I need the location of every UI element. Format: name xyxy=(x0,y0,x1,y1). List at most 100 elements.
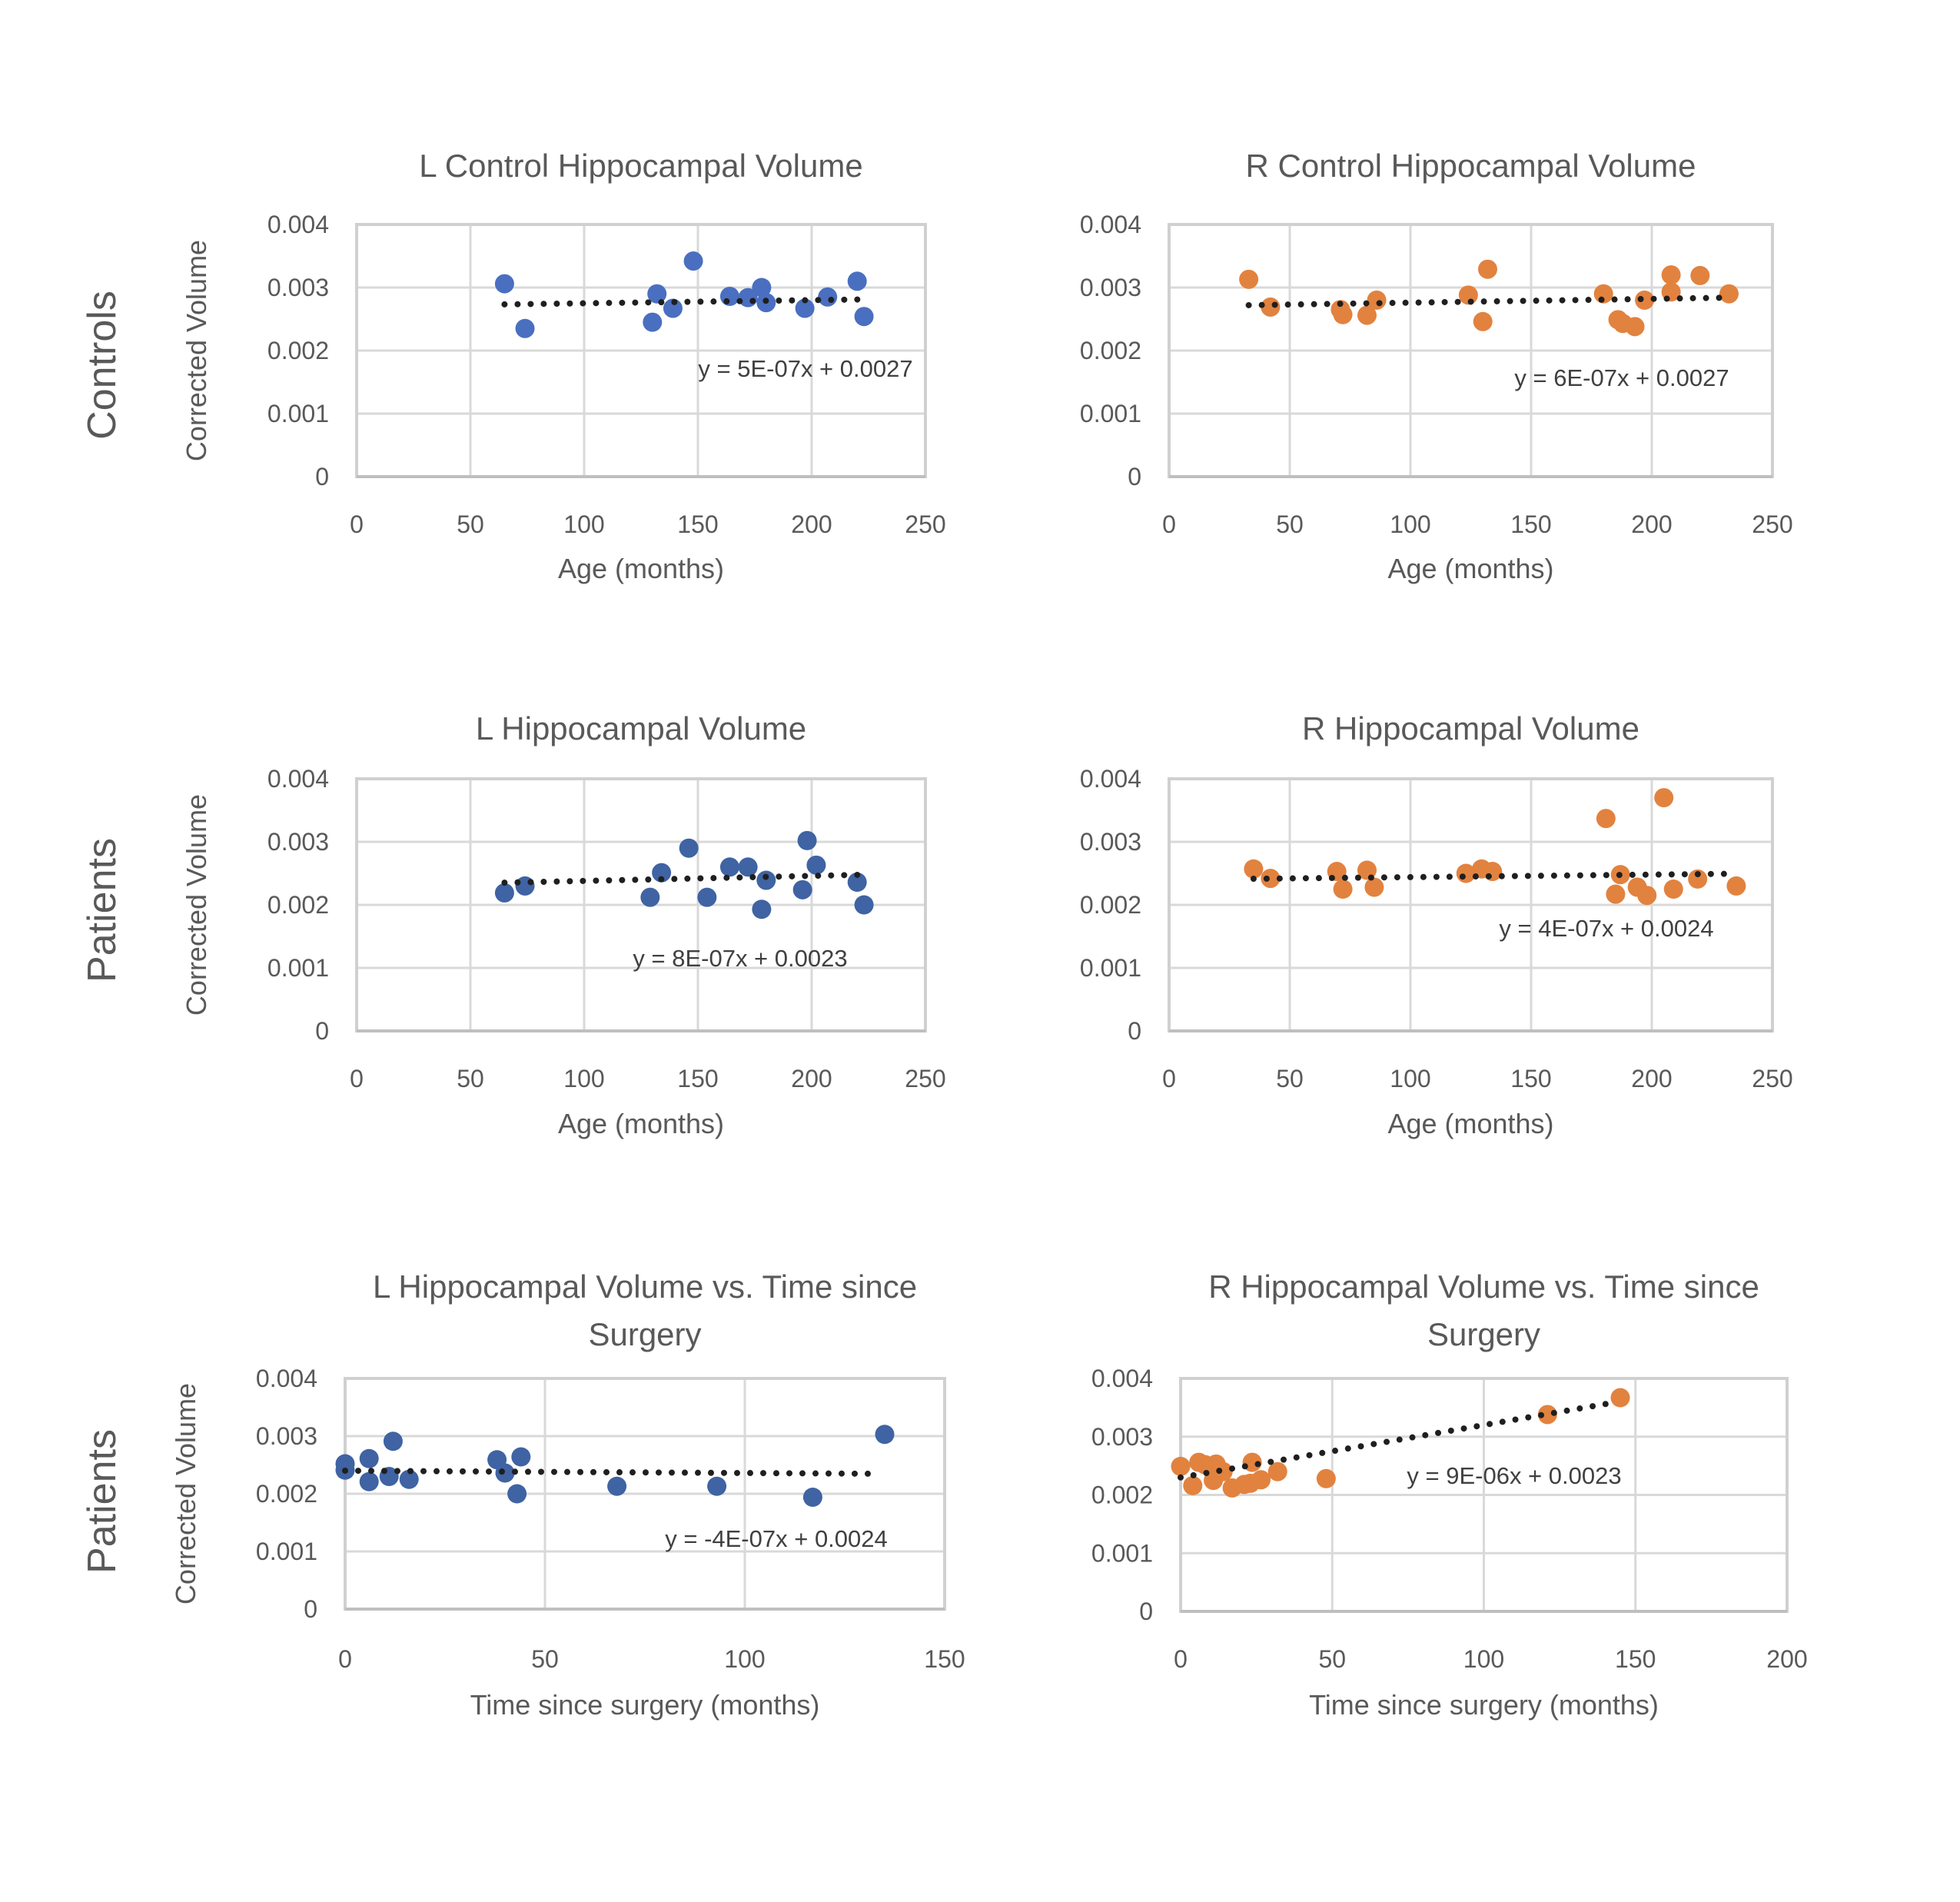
data-point xyxy=(359,1471,379,1491)
x-tick-label: 200 xyxy=(1631,510,1672,538)
data-point xyxy=(507,1484,527,1504)
data-point xyxy=(1690,265,1710,285)
chart-5: L Hippocampal Volume vs. Time since Surge… xyxy=(170,1269,965,1721)
data-point xyxy=(1473,311,1493,331)
data-point xyxy=(1244,859,1264,879)
x-tick-label: 50 xyxy=(1276,510,1304,538)
data-point xyxy=(399,1469,419,1489)
x-axis-title: Age (months) xyxy=(558,553,724,584)
y-tick-label: 0 xyxy=(1139,1598,1153,1625)
data-point xyxy=(719,857,739,877)
x-tick-label: 50 xyxy=(457,510,484,538)
trendline xyxy=(342,1468,880,1477)
data-point xyxy=(719,286,739,306)
data-point xyxy=(1357,305,1377,325)
data-points xyxy=(1171,1388,1630,1498)
data-point xyxy=(738,857,758,877)
x-tick-label: 0 xyxy=(350,510,364,538)
row-labels: Controls Patients Patients xyxy=(80,291,125,1574)
data-point xyxy=(643,312,663,332)
x-tick-label: 250 xyxy=(1752,510,1792,538)
chart-1: L Control Hippocampal Volume 0 50 100 150 200… xyxy=(181,148,946,584)
x-axis-title: Time since surgery (months) xyxy=(1309,1689,1659,1721)
x-tick-label: 0 xyxy=(1174,1645,1188,1673)
y-tick-label: 0.001 xyxy=(1091,1539,1153,1567)
data-point xyxy=(875,1425,895,1445)
y-tick-label: 0.004 xyxy=(267,765,329,793)
data-point xyxy=(802,1488,822,1507)
data-point xyxy=(1251,1470,1271,1490)
data-point xyxy=(792,880,812,899)
x-tick-label: 150 xyxy=(1615,1645,1656,1673)
y-tick-label: 0.002 xyxy=(1091,1481,1153,1509)
x-tick-label: 0 xyxy=(1162,1065,1176,1092)
data-point xyxy=(1316,1468,1336,1488)
x-tick-label: 150 xyxy=(677,1065,718,1092)
y-tick-label: 0.003 xyxy=(267,274,329,301)
data-point xyxy=(1364,877,1384,897)
y-tick-label: 0.001 xyxy=(256,1538,317,1565)
chart-title: Surgery xyxy=(588,1316,701,1352)
chart-2: R Control Hippocampal Volume 0 50 100 150 200… xyxy=(1080,148,1793,584)
y-tick-label: 0.004 xyxy=(256,1365,317,1392)
trendline-equation: y = 6E-07x + 0.0027 xyxy=(1514,364,1729,391)
chart-title: L Hippocampal Volume vs. Time since xyxy=(373,1269,917,1305)
y-tick-label: 0 xyxy=(1128,1017,1141,1045)
data-point xyxy=(1663,880,1683,899)
data-point xyxy=(679,838,699,858)
data-point xyxy=(640,887,660,907)
x-tick-label: 250 xyxy=(905,510,945,538)
y-tick-label: 0.004 xyxy=(1080,211,1141,238)
data-point xyxy=(707,1476,727,1496)
data-point xyxy=(494,883,514,903)
y-tick-label: 0.002 xyxy=(267,891,329,919)
trendline xyxy=(501,296,868,308)
data-points xyxy=(494,830,874,919)
x-tick-label: 200 xyxy=(791,510,832,538)
data-point xyxy=(1367,290,1387,310)
chart-title: R Hippocampal Volume xyxy=(1302,710,1639,747)
data-points xyxy=(494,251,874,338)
trendline xyxy=(1245,294,1732,308)
y-tick-label: 0 xyxy=(1128,463,1141,490)
data-point xyxy=(1171,1456,1191,1476)
data-point xyxy=(683,251,703,271)
y-tick-label: 0.001 xyxy=(267,954,329,982)
x-tick-label: 100 xyxy=(563,1065,604,1092)
data-point xyxy=(752,899,772,919)
data-point xyxy=(663,298,683,318)
data-point xyxy=(494,274,514,294)
gridlines xyxy=(1168,223,1774,478)
x-axis-title: Age (months) xyxy=(1387,553,1553,584)
chart-title: R Hippocampal Volume vs. Time since xyxy=(1208,1269,1759,1305)
y-tick-label: 0 xyxy=(315,463,329,490)
data-point xyxy=(607,1476,627,1496)
charts: L Control Hippocampal Volume 0 50 100 150 200… xyxy=(170,148,1808,1721)
data-point xyxy=(1726,876,1746,896)
chart-3: L Hippocampal Volume 0 50 100 150 200 250 0 0.00… xyxy=(181,710,946,1139)
y-tick-label: 0 xyxy=(304,1595,317,1623)
data-point xyxy=(806,855,826,875)
data-point xyxy=(359,1448,379,1468)
data-point xyxy=(854,895,874,915)
y-tick-label: 0.003 xyxy=(1091,1423,1153,1451)
data-point xyxy=(1606,884,1626,904)
gridlines xyxy=(355,223,927,478)
x-tick-label: 50 xyxy=(1318,1645,1346,1673)
x-tick-label: 200 xyxy=(1766,1645,1807,1673)
y-axis-title: Corrected Volume xyxy=(181,240,212,461)
row-label-controls: Controls xyxy=(80,291,125,440)
data-point xyxy=(1183,1475,1203,1495)
trendline-equation: y = 9E-06x + 0.0023 xyxy=(1407,1462,1621,1489)
data-point xyxy=(1537,1405,1557,1425)
row-label-patients-surgery: Patients xyxy=(80,1429,125,1574)
data-point xyxy=(697,887,717,907)
x-axis-title: Time since surgery (months) xyxy=(470,1689,820,1721)
data-point xyxy=(1610,1388,1630,1408)
data-point xyxy=(1719,284,1739,304)
trendline xyxy=(1250,870,1739,883)
chart-6: R Hippocampal Volume vs. Time since Surge… xyxy=(1091,1269,1808,1721)
data-point xyxy=(1483,862,1503,882)
chart-title: L Control Hippocampal Volume xyxy=(419,148,862,184)
y-tick-label: 0.001 xyxy=(1080,954,1141,982)
